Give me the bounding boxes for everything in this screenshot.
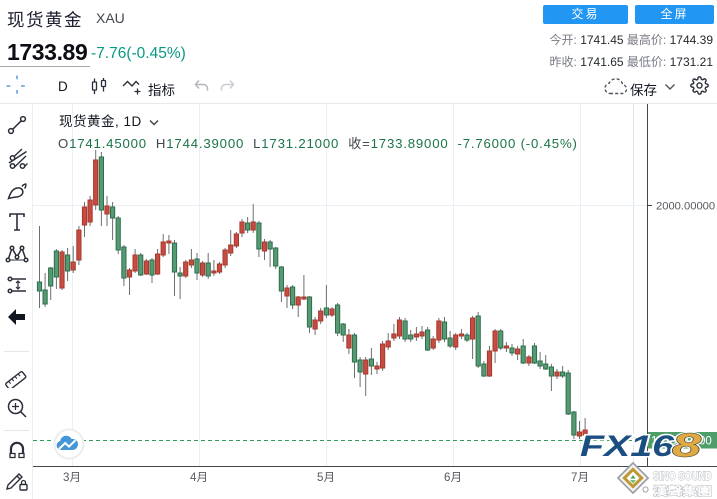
svg-text:SINO SOUND: SINO SOUND: [653, 471, 712, 483]
svg-text:现货黄金, 1D: 现货黄金, 1D: [59, 113, 142, 129]
svg-text:5月: 5月: [317, 472, 335, 484]
svg-text:7月: 7月: [571, 472, 589, 484]
svg-text:2000.00000: 2000.00000: [656, 201, 715, 213]
svg-text:O1741.45000 H1744.39000 L173: O1741.45000 H1744.39000 L1731.21000 收=17…: [58, 136, 578, 151]
svg-text:3月: 3月: [63, 472, 81, 484]
svg-text:FX16: FX16: [580, 430, 674, 463]
svg-text:8: 8: [672, 427, 702, 464]
svg-text:6月: 6月: [444, 472, 462, 484]
svg-text:8: 8: [672, 427, 702, 464]
svg-text:漢聲集團: 漢聲集團: [653, 484, 712, 498]
svg-text:1733.89000: 1733.89000: [651, 436, 712, 448]
svg-text:4月: 4月: [190, 472, 208, 484]
